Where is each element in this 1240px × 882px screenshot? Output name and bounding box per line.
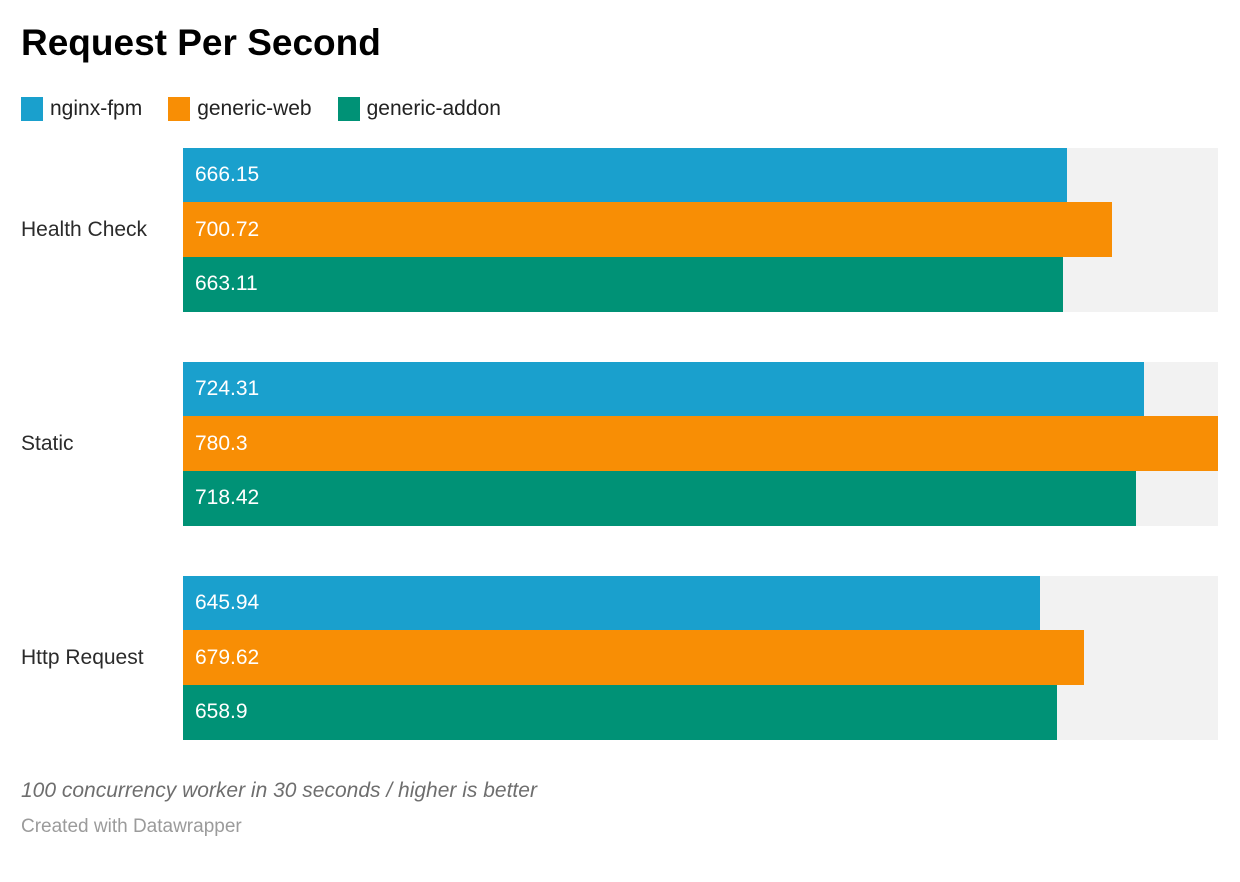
legend-item-generic-web: generic-web xyxy=(168,96,312,121)
bar-value-label: 724.31 xyxy=(195,376,260,400)
bar-group: Http Request 645.94 679.62 658.9 xyxy=(21,575,1218,740)
datawrapper-credit: Created with Datawrapper xyxy=(21,815,242,837)
bar-track: 663.11 xyxy=(183,256,1218,312)
bar-track: 780.3 xyxy=(183,416,1218,471)
bar-value-label: 666.15 xyxy=(195,162,260,186)
bar-generic-web: 700.72 xyxy=(183,202,1113,257)
bar-value-label: 645.94 xyxy=(195,590,260,614)
legend-swatch-generic-addon xyxy=(337,96,360,121)
bar-nginx-fpm: 645.94 xyxy=(183,575,1040,631)
bar-generic-web: 679.62 xyxy=(183,630,1085,685)
chart-container: Request Per Second nginx-fpm generic-web g… xyxy=(0,22,1240,882)
category-label: Http Request xyxy=(21,645,144,669)
bar-track: 718.42 xyxy=(183,470,1218,526)
bar-value-label: 658.9 xyxy=(195,700,248,724)
bar-nginx-fpm: 666.15 xyxy=(183,147,1067,203)
category-label: Static xyxy=(21,431,74,455)
bar-value-label: 679.62 xyxy=(195,645,260,669)
bar-track: 724.31 xyxy=(183,361,1218,417)
bar-stack: 666.15 700.72 663.11 xyxy=(183,147,1218,312)
bar-track: 700.72 xyxy=(183,202,1218,257)
bar-generic-addon: 718.42 xyxy=(183,470,1136,526)
bar-track: 658.9 xyxy=(183,684,1218,740)
bar-group: Health Check 666.15 700.72 663.11 xyxy=(21,147,1218,312)
bar-nginx-fpm: 724.31 xyxy=(183,361,1144,417)
bar-chart: Health Check 666.15 700.72 663.11 Static 724.… xyxy=(21,147,1218,740)
legend-swatch-nginx-fpm xyxy=(21,96,43,121)
bar-generic-web: 780.3 xyxy=(183,416,1218,471)
bar-value-label: 780.3 xyxy=(195,431,248,455)
bar-track: 666.15 xyxy=(183,147,1218,203)
bar-stack: 724.31 780.3 718.42 xyxy=(183,361,1218,526)
bar-group: Static 724.31 780.3 718.42 xyxy=(21,361,1218,526)
bar-track: 645.94 xyxy=(183,575,1218,631)
legend-label: generic-addon xyxy=(366,96,501,120)
bar-value-label: 700.72 xyxy=(195,217,260,241)
legend-swatch-generic-web xyxy=(168,96,191,121)
bar-track: 679.62 xyxy=(183,630,1218,685)
category-label: Health Check xyxy=(21,217,148,241)
bar-stack: 645.94 679.62 658.9 xyxy=(183,575,1218,740)
bar-value-label: 663.11 xyxy=(195,272,258,296)
legend-label: generic-web xyxy=(197,96,312,120)
chart-title: Request Per Second xyxy=(21,22,381,63)
legend-item-generic-addon: generic-addon xyxy=(337,96,501,121)
bar-generic-addon: 663.11 xyxy=(183,256,1063,312)
legend: nginx-fpm generic-web generic-addon xyxy=(21,96,1218,121)
chart-note: 100 concurrency worker in 30 seconds / h… xyxy=(21,778,537,802)
bar-generic-addon: 658.9 xyxy=(183,684,1057,740)
bar-value-label: 718.42 xyxy=(195,486,260,510)
legend-label: nginx-fpm xyxy=(50,96,143,120)
legend-item-nginx-fpm: nginx-fpm xyxy=(21,96,143,121)
